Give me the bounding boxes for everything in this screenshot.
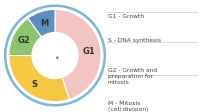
Wedge shape <box>55 10 101 99</box>
Wedge shape <box>28 10 55 38</box>
Text: S: S <box>32 79 38 88</box>
Text: G2 - Growth and
preparation for
mitosis: G2 - Growth and preparation for mitosis <box>108 67 157 85</box>
Text: G1: G1 <box>83 46 96 55</box>
Text: G1 - Growth: G1 - Growth <box>108 14 144 19</box>
Text: G2: G2 <box>18 36 31 45</box>
Text: S - DNA synthesis: S - DNA synthesis <box>108 37 161 42</box>
Circle shape <box>32 33 78 79</box>
Wedge shape <box>9 19 41 56</box>
Text: M - Mitosis
(cell division): M - Mitosis (cell division) <box>108 100 148 111</box>
Wedge shape <box>9 56 69 102</box>
Text: M: M <box>40 19 48 28</box>
Circle shape <box>56 57 59 60</box>
